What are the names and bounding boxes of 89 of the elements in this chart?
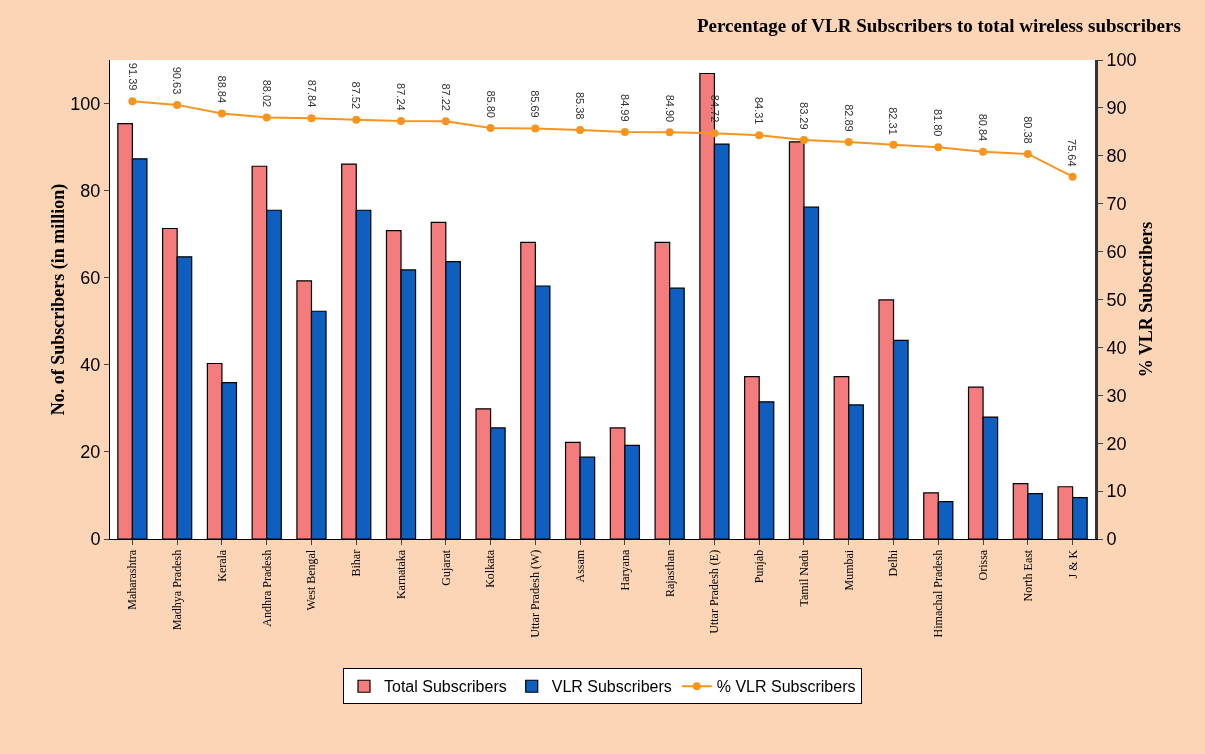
y2-axis-title: % VLR Subscribers xyxy=(1136,221,1156,378)
data-label: 84.72 xyxy=(708,94,721,123)
point xyxy=(397,117,406,126)
y-tick-label: 60 xyxy=(80,268,101,289)
x-tick-label: Kerala xyxy=(214,549,229,582)
point xyxy=(1068,172,1077,181)
x-tick-label: Rajasthan xyxy=(662,549,677,598)
y-tick-label: 20 xyxy=(80,442,101,463)
y2-tick-label: 0 xyxy=(1106,529,1117,550)
y2-tick-label: 20 xyxy=(1106,433,1127,454)
point xyxy=(217,109,226,118)
data-label: 90.63 xyxy=(171,66,184,95)
x-tick-label: Kolkata xyxy=(483,549,498,588)
point xyxy=(620,127,629,136)
data-label: 80.84 xyxy=(976,113,989,142)
x-tick-label: Orissa xyxy=(975,549,990,581)
data-label: 84.99 xyxy=(618,94,631,122)
point xyxy=(173,100,182,109)
x-tick-label: North East xyxy=(1020,549,1035,602)
x-tick-label: Karnataka xyxy=(393,549,408,600)
y-axis-title: No. of Subscribers (in million) xyxy=(48,183,69,416)
data-label: 88.84 xyxy=(216,75,229,104)
legend-label: % VLR Subscribers xyxy=(716,678,856,696)
x-tick-label: Haryana xyxy=(617,549,632,591)
point xyxy=(307,114,316,123)
x-tick-label: Maharashtra xyxy=(125,549,140,610)
data-label: 81.80 xyxy=(932,108,945,137)
y2-tick-label: 10 xyxy=(1106,481,1127,502)
point xyxy=(531,124,540,133)
x-tick-label: Uttar Pradesh (W) xyxy=(528,549,543,638)
x-tick-label: Mumbai xyxy=(841,549,856,591)
y-tick-label: 0 xyxy=(90,529,101,550)
data-label: 75.64 xyxy=(1066,139,1079,167)
point xyxy=(128,97,137,106)
data-label: 87.24 xyxy=(395,83,408,111)
data-label: 84.31 xyxy=(753,96,766,125)
point xyxy=(262,113,271,122)
legend-label: VLR Subscribers xyxy=(551,678,672,696)
point xyxy=(889,140,898,149)
x-tick-label: Delhi xyxy=(886,549,901,577)
data-label: 85.69 xyxy=(528,90,541,118)
point xyxy=(710,129,719,138)
data-label: 82.89 xyxy=(842,104,855,132)
data-label: 87.52 xyxy=(350,81,363,110)
x-tick-label: Uttar Pradesh (E) xyxy=(707,549,722,634)
y2-tick-label: 30 xyxy=(1106,385,1127,406)
point xyxy=(576,126,585,135)
chart-title: Percentage of VLR Subscribers to total wireless subscribers xyxy=(696,15,1181,37)
point xyxy=(665,128,674,137)
y2-tick-label: 50 xyxy=(1106,289,1127,310)
y-tick-label: 100 xyxy=(70,93,101,114)
data-label: 80.38 xyxy=(1021,116,1034,144)
point xyxy=(799,136,808,145)
y2-tick-label: 100 xyxy=(1106,50,1137,71)
data-label: 82.31 xyxy=(887,107,900,135)
data-label: 85.38 xyxy=(574,91,587,120)
x-tick-label: J & K xyxy=(1065,549,1080,579)
point xyxy=(934,143,943,152)
x-tick-label: Gujarat xyxy=(438,549,453,586)
point xyxy=(441,117,450,126)
y2-tick-label: 90 xyxy=(1106,98,1127,119)
data-label: 88.02 xyxy=(261,79,274,108)
point xyxy=(352,115,361,124)
point xyxy=(486,124,495,133)
x-tick-label: Assam xyxy=(573,549,588,583)
point xyxy=(1023,149,1032,158)
point xyxy=(979,147,988,156)
x-tick-label: Madhya Pradesh xyxy=(170,549,185,631)
y2-tick-label: 70 xyxy=(1106,194,1127,214)
data-label: 87.84 xyxy=(305,79,318,108)
data-label: 84.90 xyxy=(663,94,676,123)
y-tick-label: 80 xyxy=(80,180,101,201)
x-tick-label: Tamil Nadu xyxy=(796,549,811,607)
data-label: 85.80 xyxy=(484,90,497,118)
point xyxy=(755,131,764,140)
y2-tick-label: 40 xyxy=(1106,337,1127,358)
y2-tick-label: 60 xyxy=(1106,241,1127,262)
point xyxy=(844,137,853,146)
x-tick-label: Himachal Pradesh xyxy=(931,549,946,638)
legend-label: Total Subscribers xyxy=(384,678,507,696)
x-tick-label: Andhra Pradesh xyxy=(259,549,274,627)
y-tick-label: 40 xyxy=(80,355,101,376)
x-tick-label: Punjab xyxy=(752,549,767,584)
data-label: 91.39 xyxy=(126,62,139,91)
data-label: 87.22 xyxy=(440,83,453,111)
y2-tick-label: 80 xyxy=(1106,146,1127,167)
x-tick-label: Bihar xyxy=(349,549,364,577)
data-label: 83.29 xyxy=(798,102,811,130)
x-tick-label: West Bengal xyxy=(304,549,319,611)
